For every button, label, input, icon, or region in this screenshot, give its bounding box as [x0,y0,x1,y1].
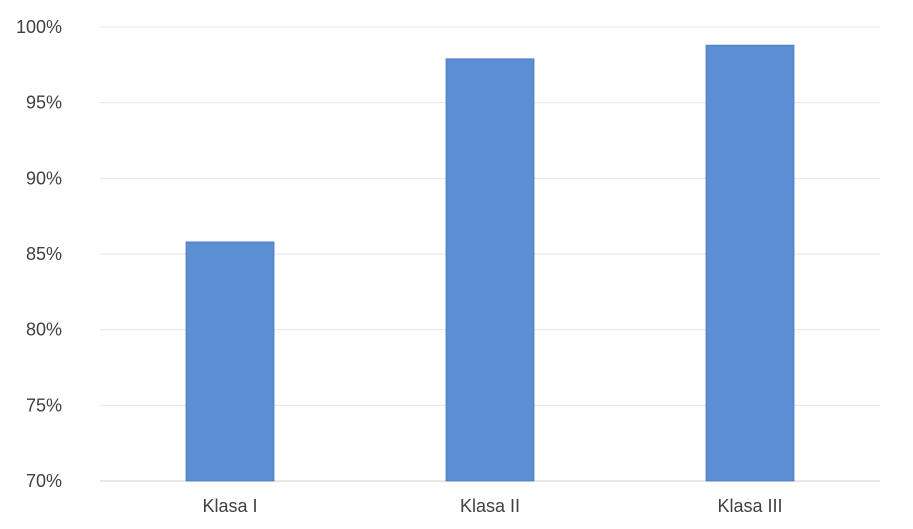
y-tick-label: 80% [26,320,62,340]
x-tick-label: Klasa III [717,496,782,516]
bar [445,58,535,482]
y-tick-label: 100% [16,17,62,37]
x-tick-label: Klasa I [202,496,257,516]
x-axis: Klasa I Klasa II Klasa III [202,496,782,516]
bars [185,44,795,482]
y-tick-label: 75% [26,395,62,415]
y-tick-label: 85% [26,244,62,264]
x-tick-label: Klasa II [460,496,520,516]
bar [705,44,795,482]
y-tick-label: 90% [26,168,62,188]
y-tick-label: 70% [26,471,62,491]
y-tick-label: 95% [26,93,62,113]
y-axis: 70% 75% 80% 85% 90% 95% 100% [16,17,62,491]
bar [185,241,275,482]
